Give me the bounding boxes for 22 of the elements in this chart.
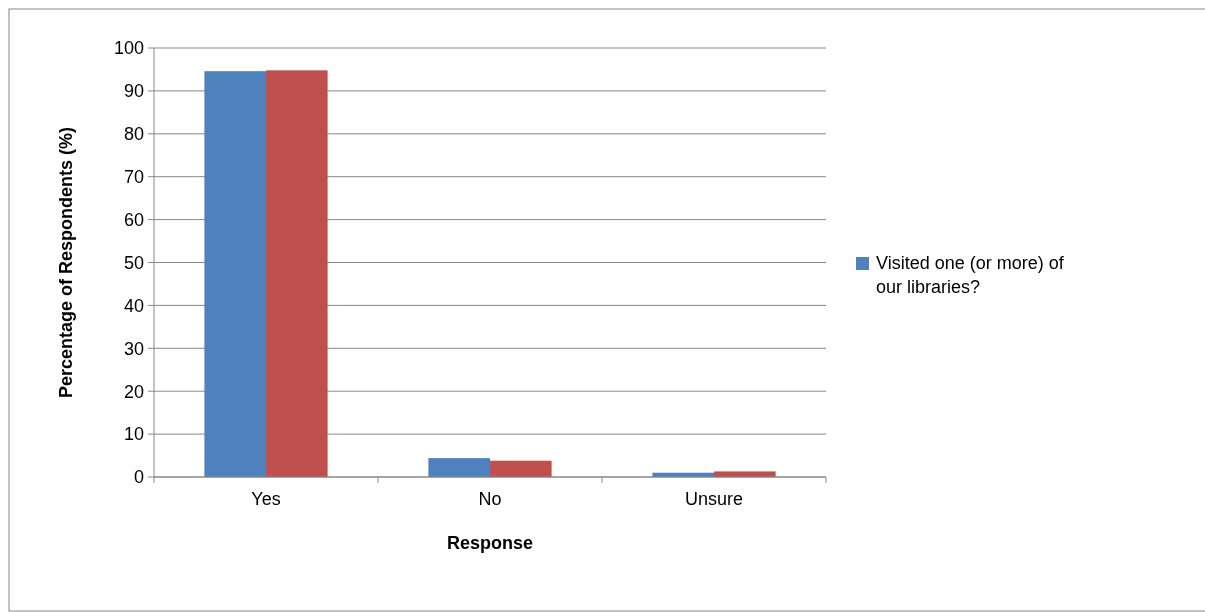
bar: [204, 71, 266, 477]
y-tick-label: 30: [123, 338, 144, 359]
y-tick-label: 70: [123, 167, 144, 187]
y-tick-label: 80: [123, 124, 144, 145]
y-tick-label: 20: [123, 381, 144, 402]
legend-label: Visited one (or more) of our libraries?: [876, 253, 1065, 297]
y-tick-label: 10: [123, 424, 144, 445]
y-tick-label: 50: [123, 252, 144, 273]
x-tick-label: No: [478, 489, 502, 509]
bar: [490, 460, 552, 477]
y-tick-label: 0: [133, 467, 144, 488]
x-axis-title: Response: [446, 533, 534, 553]
y-tick-label: 60: [123, 209, 144, 230]
bar: [428, 458, 490, 477]
bar: [714, 471, 776, 477]
y-tick-label: 100: [113, 38, 144, 59]
x-tick-label: Unsure: [684, 489, 744, 509]
y-tick-label: 90: [123, 81, 144, 102]
bar: [266, 70, 328, 477]
y-axis-title: Percentage of Respondents (%): [56, 126, 76, 399]
x-tick-label: Yes: [251, 489, 281, 509]
y-tick-label: 40: [123, 295, 144, 316]
